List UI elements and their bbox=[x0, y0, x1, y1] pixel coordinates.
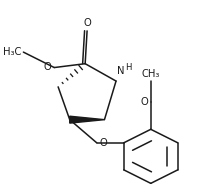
Text: H₃C: H₃C bbox=[3, 47, 21, 57]
Text: O: O bbox=[140, 97, 148, 107]
Text: CH₃: CH₃ bbox=[142, 69, 160, 79]
Text: O: O bbox=[44, 62, 51, 72]
Text: O: O bbox=[100, 138, 107, 148]
Text: H: H bbox=[125, 63, 132, 72]
Polygon shape bbox=[70, 116, 104, 123]
Text: O: O bbox=[83, 18, 91, 28]
Text: N: N bbox=[117, 66, 125, 76]
